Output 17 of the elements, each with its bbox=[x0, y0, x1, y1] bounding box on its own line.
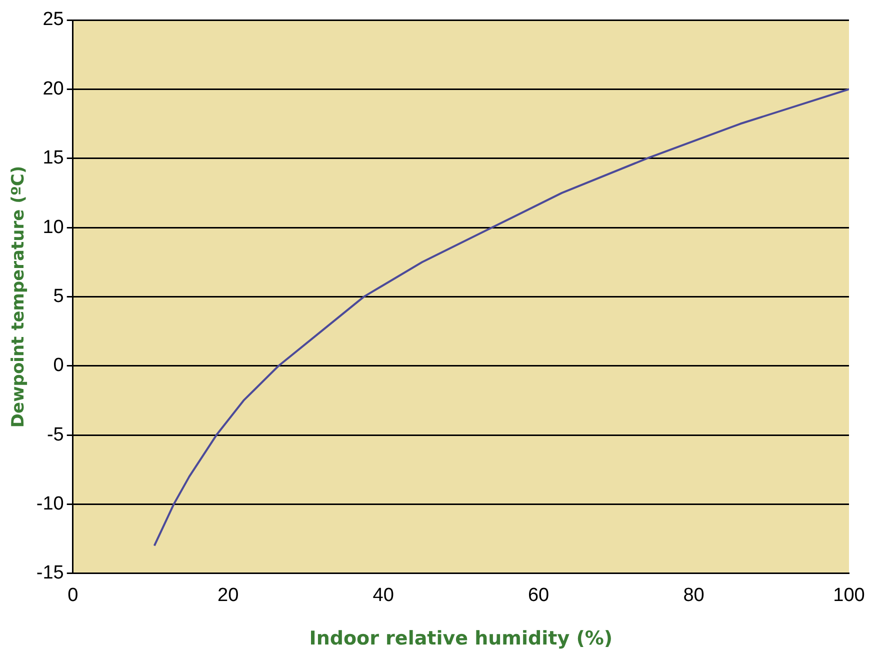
x-tick-label: 60 bbox=[528, 585, 550, 606]
y-tick-label: 5 bbox=[53, 286, 64, 307]
x-tick-label: 40 bbox=[372, 585, 394, 606]
x-tick-label: 80 bbox=[683, 585, 704, 606]
x-tick-label: 100 bbox=[833, 585, 865, 606]
y-tick-label: 25 bbox=[42, 9, 64, 30]
y-tick-label: 20 bbox=[42, 78, 64, 100]
y-tick-label: 0 bbox=[53, 355, 64, 376]
y-tick-label: 10 bbox=[42, 216, 64, 238]
x-axis-title: Indoor relative humidity (%) bbox=[309, 628, 613, 650]
y-tick-label: 15 bbox=[42, 148, 64, 169]
x-tick-label: 0 bbox=[68, 585, 78, 606]
y-tick-label: -5 bbox=[46, 424, 64, 446]
x-tick-label: 20 bbox=[218, 585, 239, 606]
y-axis-title: Dewpoint temperature (ºC) bbox=[8, 166, 29, 428]
y-tick-label: -10 bbox=[36, 493, 64, 514]
y-tick-label: -15 bbox=[36, 562, 64, 584]
